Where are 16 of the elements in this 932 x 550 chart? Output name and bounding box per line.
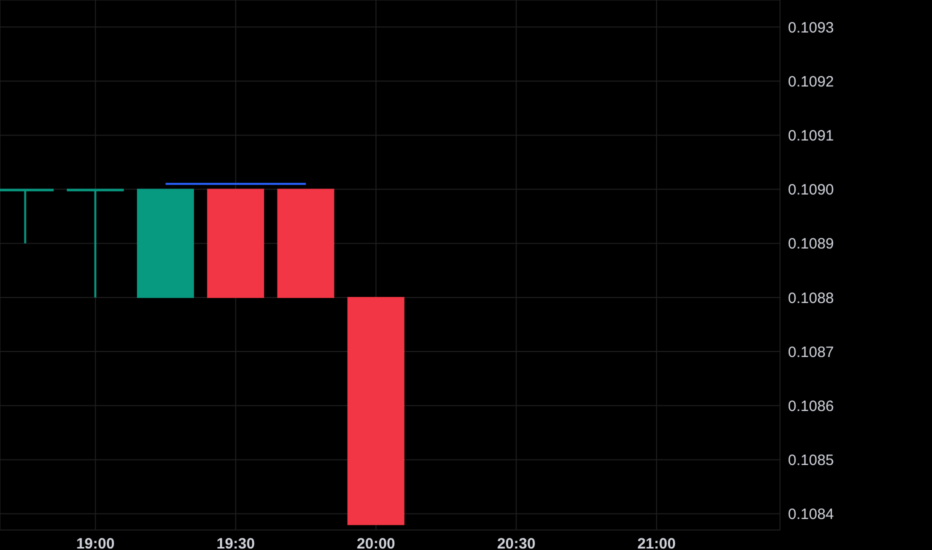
y-tick-label: 0.1089 <box>788 236 834 253</box>
x-tick-label: 21:00 <box>637 536 676 550</box>
y-tick-label: 0.1091 <box>788 128 834 145</box>
y-tick-label: 0.1088 <box>788 290 834 307</box>
y-tick-label: 0.1092 <box>788 73 834 90</box>
y-tick-label: 0.1093 <box>788 19 834 36</box>
x-tick-label: 20:00 <box>356 536 396 550</box>
y-tick-label: 0.1084 <box>788 506 834 524</box>
x-tick-label: 20:30 <box>497 536 536 550</box>
x-tick-label: 19:30 <box>216 536 255 550</box>
y-tick-label: 0.1086 <box>788 398 834 415</box>
y-tick-label: 0.1087 <box>788 344 834 361</box>
y-tick-label: 0.1090 <box>788 182 834 199</box>
x-tick-label: 19:00 <box>76 536 115 550</box>
candlestick <box>66 188 124 298</box>
y-tick-label: 0.1085 <box>788 452 834 470</box>
